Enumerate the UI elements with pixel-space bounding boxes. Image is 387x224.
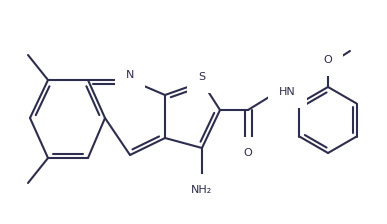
Text: O: O — [324, 55, 332, 65]
Text: O: O — [244, 148, 252, 158]
Text: NH₂: NH₂ — [192, 185, 212, 195]
Text: S: S — [199, 72, 205, 82]
Text: N: N — [126, 70, 134, 80]
Text: HN: HN — [279, 87, 296, 97]
